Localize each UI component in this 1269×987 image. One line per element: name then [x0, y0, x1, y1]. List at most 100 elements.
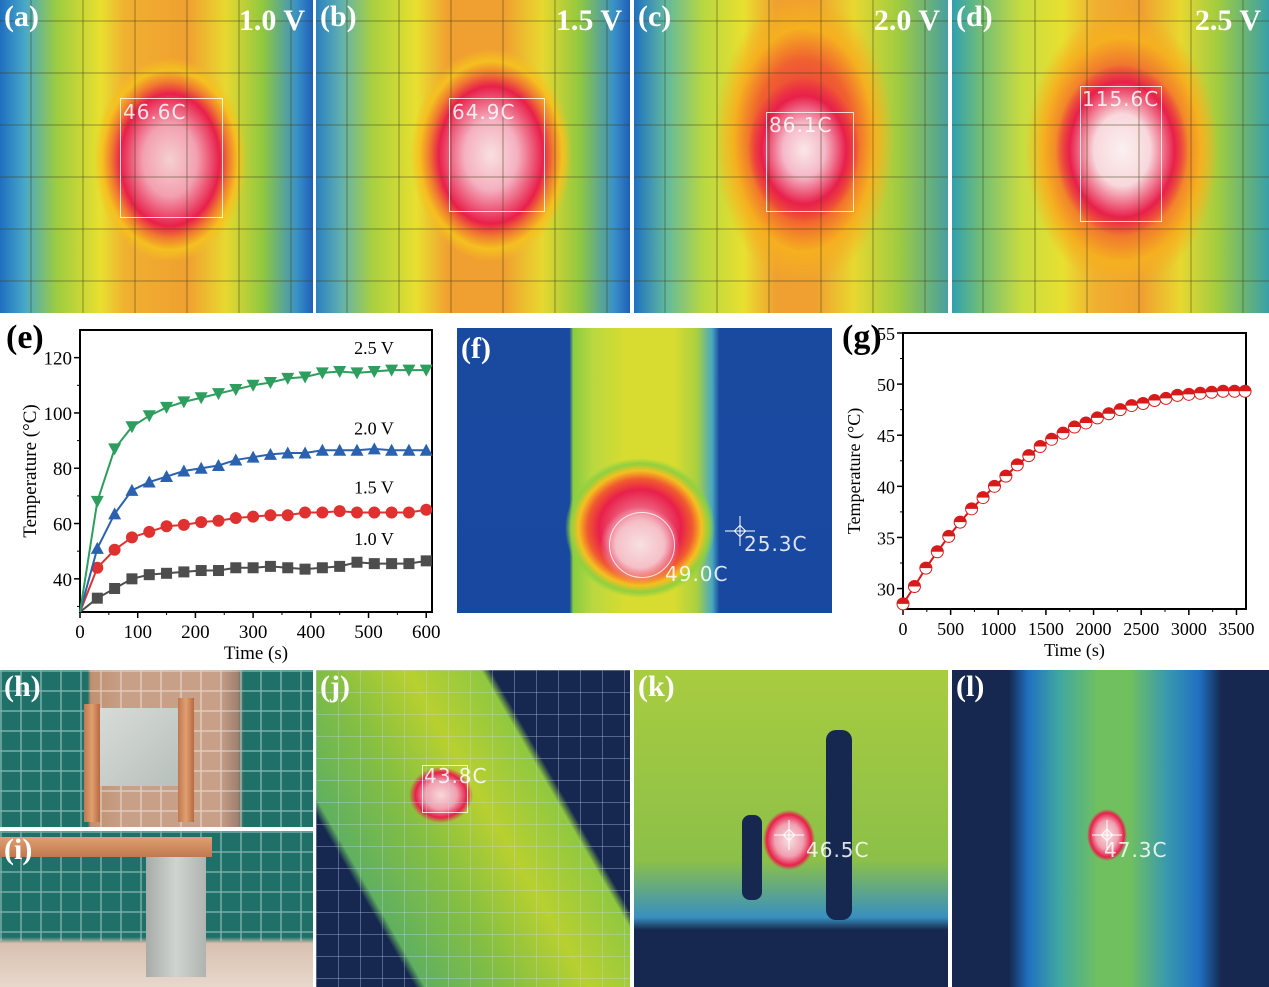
- spot-temperature-readout: 25.3C: [744, 532, 808, 556]
- data-point: [229, 383, 243, 396]
- data-point: [161, 567, 173, 579]
- data-point: [230, 562, 242, 574]
- data-point: [420, 555, 432, 567]
- x-tick-label: 1500: [1028, 619, 1064, 639]
- data-point: [1022, 449, 1036, 463]
- data-point: [385, 443, 399, 456]
- x-axis-label: Time (s): [224, 643, 288, 664]
- panel-label: (e): [6, 319, 44, 356]
- data-point: [247, 562, 259, 574]
- x-tick-label: 1000: [980, 619, 1016, 639]
- roi-box: [120, 98, 223, 218]
- temperature-readout: 115.6C: [1082, 87, 1160, 111]
- thermal-panel-f: 25.3C 49.0C (f): [457, 328, 832, 613]
- data-point: [976, 491, 990, 505]
- marker-fill: [942, 530, 955, 537]
- x-tick-label: 3500: [1218, 619, 1254, 639]
- marker-fill: [1011, 458, 1024, 465]
- marker-fill: [1171, 389, 1184, 396]
- data-point: [91, 561, 104, 574]
- data-point: [350, 367, 364, 380]
- x-tick-label: 400: [297, 622, 326, 643]
- data-point: [299, 506, 312, 519]
- data-point: [907, 580, 921, 594]
- series-temperature: [896, 384, 1252, 611]
- data-point: [1010, 458, 1024, 472]
- data-point: [1102, 407, 1116, 421]
- data-point: [143, 569, 155, 581]
- data-point: [281, 509, 294, 522]
- plot-frame: [79, 329, 433, 613]
- x-axis-label: Time (s): [1044, 640, 1105, 661]
- data-point: [1079, 416, 1093, 430]
- circle-temperature-readout: 49.0C: [665, 562, 729, 586]
- data-point: [350, 506, 363, 519]
- data-point: [965, 502, 979, 516]
- plot-frame: [902, 332, 1247, 610]
- panel-label: (a): [4, 0, 39, 33]
- marker-fill: [1068, 421, 1081, 428]
- dark-gap-left: [742, 815, 762, 900]
- marker-fill: [1022, 449, 1035, 456]
- data-point: [264, 509, 277, 522]
- data-point: [247, 510, 260, 523]
- data-point: [1033, 439, 1047, 453]
- data-point: [402, 364, 416, 377]
- measurement-circle: [609, 512, 675, 578]
- data-point: [91, 592, 103, 604]
- data-point: [195, 565, 207, 577]
- series-1-0-V: [79, 555, 432, 613]
- data-point: [368, 506, 381, 519]
- marker-fill: [1205, 386, 1218, 393]
- voltage-label: 2.5 V: [1194, 4, 1261, 37]
- data-point: [211, 458, 225, 471]
- roi-box: [766, 112, 854, 212]
- data-point: [298, 371, 312, 384]
- series-2-0-V: [79, 442, 433, 613]
- data-point: [1193, 386, 1207, 400]
- marker-fill: [977, 491, 990, 498]
- dark-gap-right: [826, 730, 852, 920]
- chart-e-panel: 0 100 200 300 400 500 600 40 60 80 100 120 Time (s) T…: [0, 315, 452, 665]
- marker-fill: [1079, 416, 1092, 423]
- data-point: [1090, 411, 1104, 425]
- data-point: [315, 367, 329, 380]
- panel-label: (i): [4, 833, 33, 866]
- data-point: [108, 507, 122, 520]
- x-tick-label: 0: [75, 622, 85, 643]
- marker-fill: [1045, 433, 1058, 440]
- data-point: [263, 447, 277, 460]
- series-label: 1.0 V: [354, 529, 394, 549]
- data-point: [178, 566, 190, 578]
- y-tick-label: 80: [53, 459, 72, 480]
- panel-label: (f): [461, 332, 491, 365]
- data-point: [385, 506, 398, 519]
- series-label: 1.5 V: [354, 478, 394, 498]
- panel-label: (k): [638, 670, 675, 703]
- data-point: [316, 562, 328, 574]
- marker-fill: [1228, 385, 1241, 392]
- data-point: [420, 503, 433, 516]
- data-point: [1238, 384, 1252, 398]
- data-point: [419, 443, 433, 456]
- data-point: [125, 531, 138, 544]
- y-tick-label: 35: [877, 528, 895, 548]
- data-point: [229, 453, 243, 466]
- data-point: [177, 396, 191, 409]
- thermal-panel-d: 115.6C (d) 2.5 V: [952, 0, 1269, 313]
- data-point: [402, 506, 415, 519]
- marker-fill: [1125, 399, 1138, 406]
- data-point: [333, 365, 347, 378]
- crosshair-icon: [774, 820, 804, 850]
- x-tick-label: 500: [937, 619, 964, 639]
- marker-fill: [965, 502, 978, 509]
- data-point: [1056, 426, 1070, 440]
- marker-fill: [1034, 440, 1047, 447]
- data-point: [108, 543, 121, 556]
- thermal-panel-k: 46.5C (k): [634, 670, 948, 987]
- data-point: [999, 469, 1013, 483]
- thermal-panel-c: 86.1C (c) 2.0 V: [634, 0, 948, 313]
- data-point: [281, 372, 295, 385]
- data-point: [142, 475, 156, 488]
- data-point: [1170, 388, 1184, 402]
